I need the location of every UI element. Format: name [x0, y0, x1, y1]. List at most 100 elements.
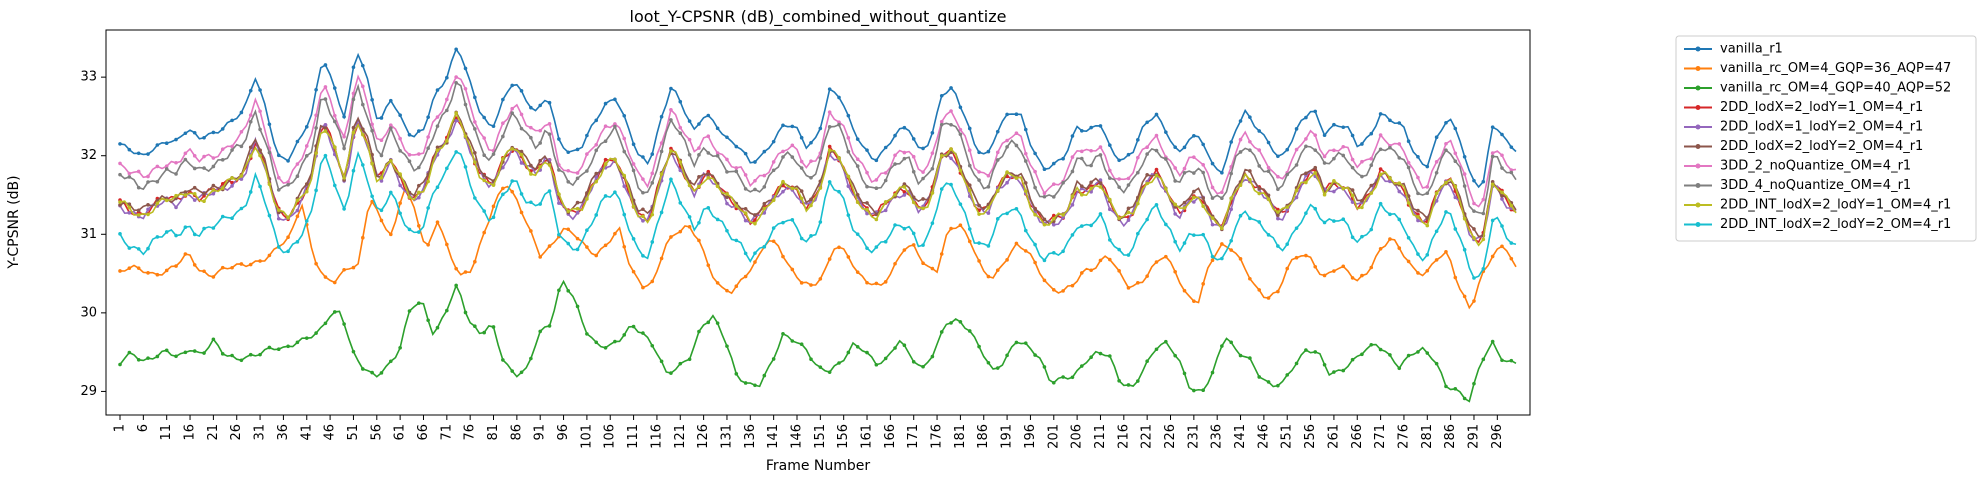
data-point [239, 358, 244, 363]
data-point [977, 259, 981, 263]
x-tick-label: 181 [953, 424, 968, 449]
data-point [220, 158, 225, 162]
data-point [370, 152, 374, 157]
data-point [323, 321, 328, 326]
data-point [650, 181, 655, 185]
data-point [809, 234, 813, 238]
data-point [1014, 131, 1019, 135]
x-tick-label: 211 [1093, 424, 1108, 449]
data-point [622, 212, 627, 217]
data-point [1276, 210, 1280, 214]
data-point [1098, 185, 1103, 189]
data-point [1136, 231, 1140, 236]
data-point [1369, 131, 1374, 136]
data-point [1173, 166, 1177, 170]
data-point [1341, 186, 1346, 191]
data-point [883, 239, 888, 244]
data-point [1070, 203, 1075, 207]
data-point [995, 158, 1000, 162]
data-point [351, 349, 356, 354]
data-point [678, 229, 683, 234]
x-tick-label: 251 [1280, 424, 1295, 449]
data-point [1070, 375, 1075, 380]
data-point [239, 144, 244, 149]
data-point [1406, 353, 1411, 358]
data-point [1257, 288, 1262, 292]
data-point [949, 122, 953, 127]
data-point [547, 132, 552, 136]
data-point [1481, 197, 1486, 202]
data-point [594, 175, 599, 180]
data-point [220, 265, 225, 270]
data-point [1350, 357, 1355, 362]
data-point [351, 125, 356, 130]
data-point [921, 176, 925, 181]
data-point [1136, 138, 1140, 142]
data-point [921, 243, 925, 247]
data-point [267, 253, 272, 258]
data-point [482, 115, 486, 120]
data-point [211, 226, 216, 230]
data-point [1033, 353, 1037, 357]
data-point [332, 183, 337, 188]
data-point [641, 219, 645, 223]
data-point [1397, 189, 1402, 194]
data-point [809, 175, 813, 180]
data-point [202, 166, 206, 170]
legend-label: 2DD_INT_lodX=2_lodY=2_OM=4_r1 [1720, 217, 1951, 232]
data-point [183, 225, 188, 229]
data-point [435, 148, 440, 153]
data-point [407, 153, 412, 157]
data-point [585, 332, 589, 336]
data-point [1481, 357, 1486, 362]
data-point [332, 145, 337, 149]
data-point [295, 162, 300, 166]
data-point [1042, 194, 1047, 199]
data-point [837, 95, 841, 100]
data-point [893, 346, 897, 350]
data-point [435, 115, 440, 119]
data-point [1042, 167, 1047, 172]
data-point [1416, 215, 1420, 219]
data-point [258, 88, 262, 92]
data-point [1042, 217, 1047, 222]
data-point [1154, 148, 1159, 153]
data-point [510, 111, 514, 115]
data-point [538, 202, 542, 206]
data-point [1444, 250, 1448, 254]
data-point [902, 182, 907, 186]
data-point [332, 119, 337, 124]
data-point [118, 203, 122, 207]
data-point [1481, 211, 1486, 216]
data-point [192, 185, 197, 190]
data-point [659, 256, 664, 261]
data-point [1472, 381, 1476, 386]
data-point [118, 172, 122, 177]
data-point [641, 190, 645, 195]
data-point [276, 153, 281, 158]
data-point [1014, 112, 1019, 117]
data-point [575, 210, 580, 215]
data-point [1341, 368, 1346, 373]
data-point [529, 229, 533, 233]
data-point [1266, 165, 1271, 170]
data-point [883, 208, 888, 213]
data-point [837, 120, 841, 124]
data-point [1416, 218, 1420, 223]
data-point [762, 173, 767, 178]
data-point [594, 171, 599, 176]
data-point [1229, 207, 1233, 212]
data-point [370, 98, 374, 102]
data-point [342, 114, 346, 119]
data-point [304, 219, 309, 223]
data-point [1313, 206, 1318, 211]
data-point [1061, 289, 1065, 293]
data-point [389, 126, 393, 130]
data-point [995, 268, 1000, 272]
data-point [1285, 172, 1290, 177]
legend-marker [1695, 163, 1701, 169]
data-point [146, 212, 150, 217]
data-point [967, 239, 972, 244]
data-point [799, 189, 804, 193]
data-point [482, 330, 486, 335]
